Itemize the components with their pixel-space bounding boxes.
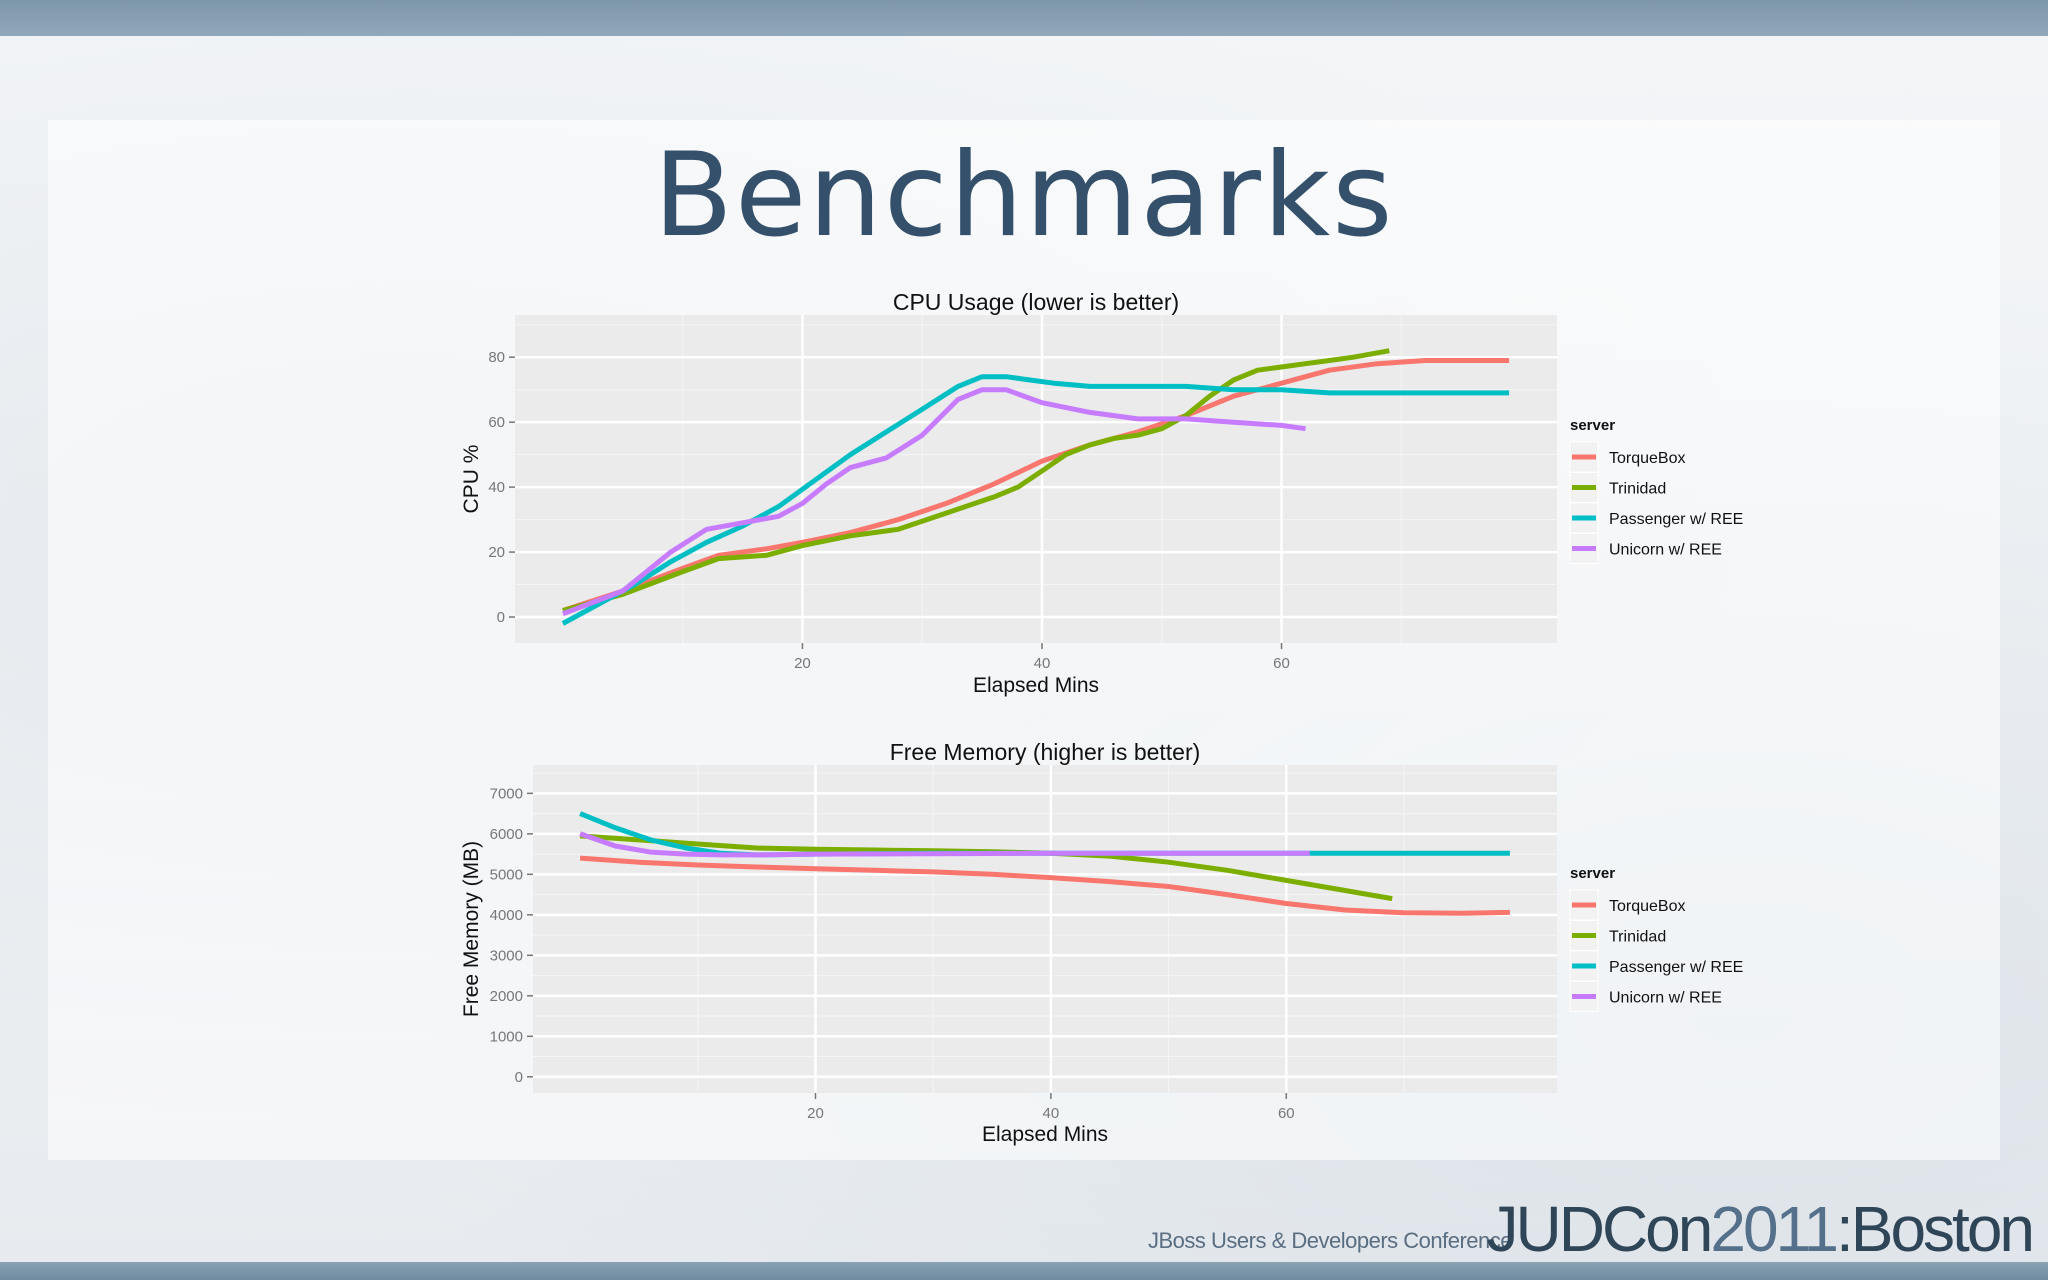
footer-subtitle: JBoss Users & Developers Conference [1148, 1228, 1513, 1253]
cpu-legend-label-2: Passenger w/ REE [1609, 511, 1743, 528]
cpu-tick-label-y: 20 [488, 544, 505, 561]
footer-brand-logo: JUDCon2011:Boston [1486, 1193, 2036, 1265]
memory-chart-title: Free Memory (higher is better) [890, 739, 1201, 765]
cpu-tick-label-y: 40 [488, 479, 505, 496]
memory-plot-panel [533, 765, 1557, 1093]
cpu-series-line-2 [561, 374, 1510, 626]
cpu-series-line-3 [562, 387, 1306, 617]
cpu-y-axis-title: CPU % [460, 445, 483, 514]
top-band [0, 0, 2048, 36]
memory-tick-label-x: 40 [1043, 1105, 1060, 1122]
memory-legend-title: server [1570, 865, 1615, 882]
memory-tick-label-y: 6000 [490, 826, 523, 843]
cpu-x-axis-title: Elapsed Mins [973, 674, 1099, 697]
cpu-legend-title: server [1570, 417, 1615, 434]
memory-series-line-3 [579, 831, 1310, 858]
memory-legend-label-0: TorqueBox [1609, 898, 1686, 915]
cpu-legend-label-0: TorqueBox [1609, 450, 1686, 467]
cpu-legend-label-3: Unicorn w/ REE [1609, 542, 1722, 559]
memory-tick-label-x: 60 [1278, 1105, 1295, 1122]
cpu-legend-label-1: Trinidad [1609, 481, 1666, 498]
cpu-series-line-1 [562, 348, 1390, 613]
footer-brand-city: :Boston [1835, 1193, 2035, 1265]
memory-series-line-0 [579, 855, 1510, 916]
cpu-plot-panel [515, 315, 1557, 643]
footer-brand-year: 2011 [1710, 1193, 1839, 1265]
memory-legend-label-2: Passenger w/ REE [1609, 959, 1743, 976]
footer-brand-judcon: JUDCon [1486, 1193, 1714, 1265]
cpu-tick-label-y: 80 [488, 349, 505, 366]
cpu-series-line-0 [562, 358, 1510, 613]
memory-tick-label-x: 20 [807, 1105, 824, 1122]
cpu-tick-label-x: 40 [1034, 655, 1051, 672]
memory-tick-label-y: 1000 [490, 1028, 523, 1045]
memory-tick-label-y: 5000 [490, 866, 523, 883]
cpu-tick-label-x: 60 [1273, 655, 1290, 672]
memory-tick-label-y: 2000 [490, 988, 523, 1005]
bottom-band [0, 1262, 2048, 1280]
cpu-chart-title: CPU Usage (lower is better) [893, 289, 1179, 315]
memory-tick-label-y: 4000 [490, 907, 523, 924]
memory-x-axis-title: Elapsed Mins [982, 1123, 1108, 1146]
memory-legend-label-3: Unicorn w/ REE [1609, 990, 1722, 1007]
memory-tick-label-y: 7000 [490, 785, 523, 802]
cpu-tick-label-y: 60 [488, 414, 505, 431]
memory-tick-label-y: 3000 [490, 947, 523, 964]
memory-y-axis-title: Free Memory (MB) [460, 841, 483, 1017]
cpu-tick-label-x: 20 [794, 655, 811, 672]
memory-legend-label-1: Trinidad [1609, 929, 1666, 946]
cpu-tick-label-y: 0 [497, 609, 505, 626]
memory-tick-label-y: 0 [515, 1069, 523, 1086]
slide-title: Benchmarks [653, 128, 1395, 263]
